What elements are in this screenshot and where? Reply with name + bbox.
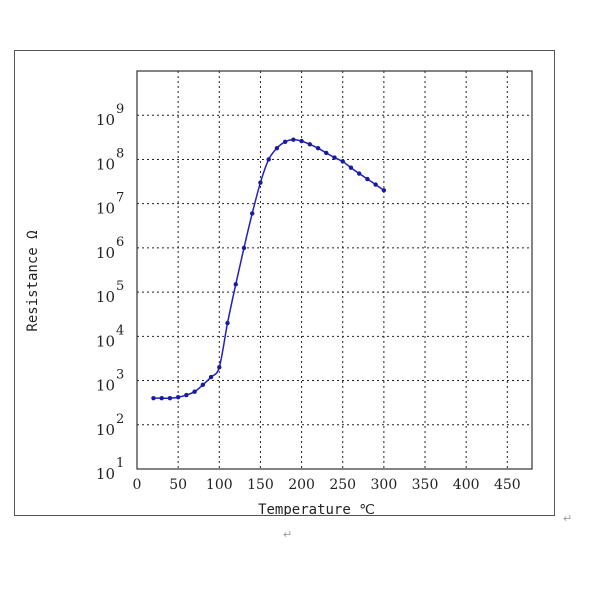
data-point — [315, 145, 321, 151]
x-tick-label: 100 — [206, 477, 233, 493]
y-tick-label-exponent: 8 — [116, 146, 124, 161]
return-mark: ↵ — [283, 528, 293, 541]
data-point — [225, 320, 230, 326]
data-point — [348, 165, 354, 170]
series-line — [153, 138, 385, 399]
data-point — [250, 211, 255, 216]
y-tick-label-base: 10 — [96, 244, 115, 262]
data-point — [258, 180, 263, 185]
y-tick-label-exponent: 2 — [116, 412, 124, 427]
chart-frame: 0 50 100 150 200 250 300 350 400 450 10 1 10 2 10 3 10 4 1… — [14, 50, 555, 516]
x-tick-label: 200 — [288, 477, 315, 493]
data-point — [299, 138, 304, 144]
data-point — [356, 171, 362, 176]
x-axis-label: Temperature ℃ — [258, 502, 375, 515]
data-point — [365, 176, 370, 182]
data-point — [340, 159, 345, 164]
y-axis-label: Resistance Ω — [25, 230, 41, 331]
y-tick-label-base: 10 — [96, 111, 115, 129]
data-point — [282, 139, 288, 145]
data-point — [373, 182, 378, 187]
data-point — [241, 245, 247, 251]
x-tick-label: 150 — [247, 477, 274, 493]
x-tick-label: 250 — [329, 477, 356, 493]
resistance-temperature-chart: 0 50 100 150 200 250 300 350 400 4501011021031041… — [25, 70, 533, 515]
plot-area-border — [136, 70, 533, 470]
x-tick-label: 450 — [494, 477, 521, 493]
data-point — [274, 145, 280, 151]
y-tick-label-exponent: 7 — [116, 191, 124, 206]
x-tick-label: 0 — [133, 477, 142, 493]
y-tick-label-base: 10 — [96, 465, 115, 483]
x-tick-label: 300 — [371, 477, 398, 493]
data-point — [233, 282, 238, 287]
y-tick-label-exponent: 9 — [116, 102, 124, 117]
data-point — [381, 188, 387, 193]
x-tick-label: 50 — [169, 477, 187, 493]
y-tick-label-exponent: 3 — [116, 368, 124, 383]
data-point — [324, 150, 329, 156]
y-tick-label-exponent: 4 — [116, 323, 124, 338]
grid — [137, 71, 532, 469]
y-tick-label-exponent: 6 — [116, 235, 124, 250]
data-point — [159, 395, 164, 401]
x-tick-label: 400 — [453, 477, 480, 493]
y-tick-label-base: 10 — [96, 421, 115, 439]
axes — [136, 70, 533, 470]
y-tick-label-exponent: 1 — [116, 456, 124, 471]
data-point — [217, 365, 222, 370]
data-point — [184, 392, 189, 398]
data-point — [200, 382, 206, 388]
y-tick-label-base: 10 — [96, 332, 115, 350]
data-point — [307, 142, 313, 147]
data-series — [151, 137, 387, 401]
data-point — [291, 137, 296, 142]
data-point — [192, 389, 197, 394]
data-point — [208, 374, 214, 380]
data-point — [266, 157, 271, 162]
labels: 0 50 100 150 200 250 300 350 400 4501011021031041… — [25, 102, 521, 515]
y-tick-label-base: 10 — [96, 200, 115, 218]
x-tick-label: 350 — [412, 477, 439, 493]
data-point — [175, 395, 181, 400]
y-tick-label-base: 10 — [96, 155, 115, 173]
data-point — [151, 395, 156, 401]
y-tick-label-exponent: 5 — [116, 279, 124, 294]
data-point — [167, 395, 173, 401]
y-tick-label-base: 10 — [96, 377, 115, 395]
return-mark: ↵ — [563, 512, 573, 525]
y-tick-label-base: 10 — [96, 288, 115, 306]
data-point — [332, 155, 337, 160]
